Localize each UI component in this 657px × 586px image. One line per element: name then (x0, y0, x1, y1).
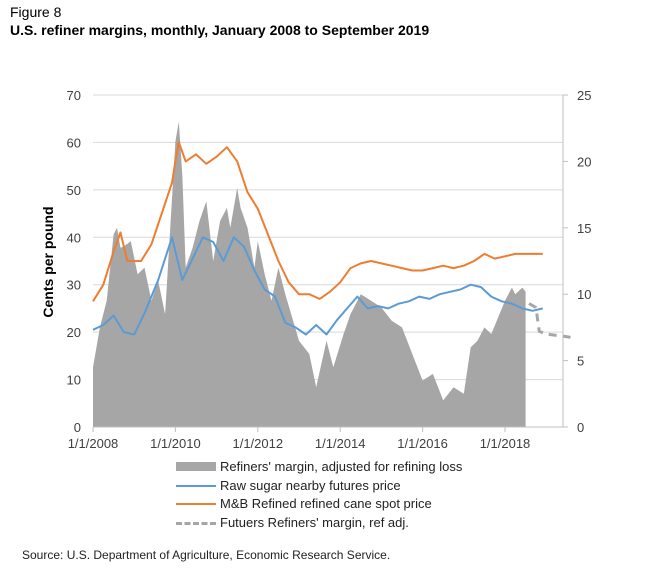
y-tick-label: 70 (67, 88, 81, 103)
margin-area-series (93, 121, 526, 427)
legend-item-raw-sugar: Raw sugar nearby futures price (176, 477, 462, 496)
y-tick-label: 40 (67, 230, 81, 245)
y2-tick-label: 20 (577, 154, 591, 169)
y-tick-label: 20 (67, 325, 81, 340)
area-swatch (176, 462, 216, 472)
orange-line-swatch (176, 503, 216, 506)
legend-label-margin: Refiners' margin, adjusted for refining … (220, 459, 463, 474)
y2-tick-label: 5 (577, 354, 584, 369)
y-tick-label: 0 (74, 420, 81, 435)
y2-tick-label: 10 (577, 287, 591, 302)
legend-item-futures: Futuers Refiners' margin, ref adj. (176, 514, 462, 533)
source-note: Source: U.S. Department of Agriculture, … (22, 548, 391, 562)
y-tick-label: 50 (67, 183, 81, 198)
legend-label-refined: M&B Refined refined cane spot price (220, 496, 432, 511)
raw-sugar-line (92, 236, 544, 336)
y2-tick-label: 0 (577, 420, 584, 435)
x-tick-label: 1/1/2012 (232, 436, 283, 451)
x-tick-label: 1/1/2018 (480, 436, 531, 451)
blue-line-swatch (176, 484, 216, 487)
legend-item-margin: Refiners' margin, adjusted for refining … (176, 458, 462, 477)
legend: Refiners' margin, adjusted for refining … (176, 458, 462, 532)
x-tick-label: 1/1/2008 (68, 436, 119, 451)
y2-tick-label: 15 (577, 221, 591, 236)
y2-tick-label: 25 (577, 88, 591, 103)
x-tick-label: 1/1/2016 (397, 436, 448, 451)
legend-item-refined: M&B Refined refined cane spot price (176, 495, 462, 514)
futures-margin-dashed-line (528, 302, 574, 340)
y-tick-label: 60 (67, 135, 81, 150)
y-tick-label: 10 (67, 373, 81, 388)
dashed-line-swatch (176, 521, 216, 525)
margin-area (93, 121, 526, 427)
legend-label-raw-sugar: Raw sugar nearby futures price (220, 477, 401, 493)
axes: 0 10 20 30 40 50 60 70 0 5 10 15 20 25 1/1/2008 1/1/201… (67, 88, 592, 451)
x-tick-label: 1/1/2014 (315, 436, 366, 451)
chart-title: U.S. refiner margins, monthly, January 2… (10, 22, 430, 38)
figure-label: Figure 8 (10, 4, 62, 20)
refined-cane-line (92, 141, 543, 302)
legend-label-futures: Futuers Refiners' margin, ref adj. (220, 514, 409, 530)
y-axis-label: Cents per pound (40, 206, 56, 317)
line-series (92, 141, 574, 340)
x-tick-label: 1/1/2010 (150, 436, 201, 451)
y-tick-label: 30 (67, 278, 81, 293)
